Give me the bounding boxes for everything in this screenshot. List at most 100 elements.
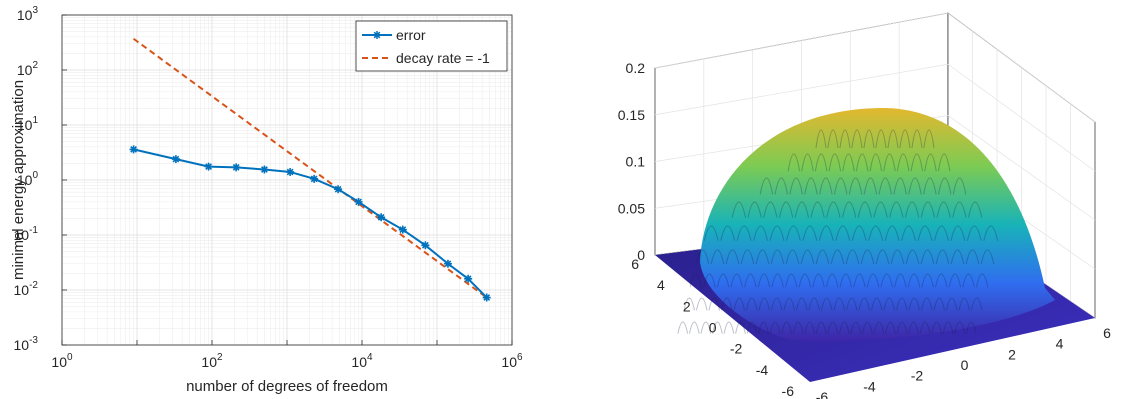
surface-peak bbox=[908, 297, 920, 311]
surface-peak bbox=[800, 249, 815, 265]
surface-peak bbox=[862, 321, 873, 334]
surface-peak bbox=[887, 129, 899, 149]
surface-peak bbox=[798, 273, 812, 288]
surface-peak bbox=[855, 153, 869, 172]
surface-peak bbox=[846, 297, 858, 311]
z-tick-label: 0.05 bbox=[618, 200, 645, 216]
legend-error-marker bbox=[373, 31, 381, 39]
x-tick-label: 104 bbox=[351, 352, 373, 370]
surface-peak bbox=[720, 225, 736, 241]
error-point bbox=[443, 259, 452, 268]
x-tick-label-3d: 0 bbox=[961, 357, 969, 373]
surface-peak bbox=[716, 273, 730, 288]
surface-peak bbox=[905, 249, 920, 265]
z-tick-label: 0.1 bbox=[626, 154, 646, 170]
surface-peak bbox=[771, 297, 783, 311]
surface-peak bbox=[890, 249, 905, 265]
surface-peak bbox=[883, 297, 895, 311]
y-tick-label: 103 bbox=[17, 5, 39, 23]
x-tick-label: 102 bbox=[201, 352, 223, 370]
surface-peak bbox=[880, 273, 893, 288]
surface-peak bbox=[896, 153, 910, 172]
surface-peak bbox=[703, 225, 719, 241]
surface-peak bbox=[794, 201, 809, 218]
surface-peak bbox=[980, 249, 995, 265]
surface-peak bbox=[905, 201, 920, 218]
surface-peak bbox=[818, 225, 834, 241]
x-tick-label-3d: -6 bbox=[816, 389, 829, 399]
surface-peak bbox=[975, 273, 989, 288]
surface-peak bbox=[935, 249, 950, 265]
surface-peak bbox=[937, 177, 952, 195]
y-tick-label: 10-2 bbox=[14, 280, 39, 298]
surface-peak bbox=[948, 273, 962, 288]
surface-peak bbox=[774, 177, 789, 195]
surface-peak bbox=[815, 249, 830, 265]
surface-peak bbox=[907, 273, 921, 288]
surface-peak bbox=[893, 177, 907, 195]
x-tick-label-3d: 2 bbox=[1008, 346, 1016, 362]
surface-peak bbox=[830, 249, 845, 265]
y-tick-labels-3d: 6 4 2 0 -2 -4 -6 bbox=[631, 256, 794, 399]
surface-peak bbox=[825, 273, 839, 288]
x-tick-label: 106 bbox=[501, 352, 523, 370]
error-point bbox=[204, 162, 213, 171]
x-axis-label: number of degrees of freedom bbox=[186, 378, 388, 395]
surface-peak bbox=[851, 225, 867, 241]
surface-peak bbox=[744, 273, 757, 288]
surface-peak bbox=[908, 177, 922, 195]
surface-peak bbox=[696, 297, 708, 311]
surface-peak bbox=[962, 273, 975, 288]
surface-peak bbox=[911, 129, 923, 149]
surface-peak bbox=[769, 225, 785, 241]
surface-peak bbox=[787, 153, 801, 172]
surface-peak bbox=[901, 225, 916, 241]
surface-peak bbox=[710, 249, 725, 265]
surface-dome bbox=[700, 107, 1055, 341]
surface-peak bbox=[796, 297, 808, 311]
surface-peak bbox=[910, 153, 924, 172]
surface-peak bbox=[819, 177, 833, 195]
surface-peak bbox=[942, 321, 954, 334]
surface-peak bbox=[755, 249, 770, 265]
surface-peak bbox=[783, 297, 795, 311]
surface-peak bbox=[810, 201, 825, 218]
surface-peak bbox=[839, 273, 853, 288]
surface-peak bbox=[812, 273, 825, 288]
surface-peak bbox=[746, 321, 758, 334]
error-point bbox=[171, 155, 180, 164]
surface-peak bbox=[858, 297, 870, 311]
surface-peak bbox=[828, 153, 842, 172]
y-tick-label: 100 bbox=[17, 170, 39, 188]
surface-peak bbox=[688, 321, 700, 334]
error-point bbox=[398, 225, 407, 234]
surface-peak bbox=[842, 153, 855, 172]
surface-peak bbox=[792, 321, 804, 334]
surface-peak bbox=[835, 225, 851, 241]
surface-peak bbox=[721, 297, 733, 311]
surface-peak bbox=[845, 249, 860, 265]
surface-peak bbox=[746, 297, 758, 311]
surface-peak bbox=[759, 177, 774, 195]
surface-peak bbox=[700, 321, 712, 334]
error-point bbox=[482, 293, 491, 302]
surface-peak bbox=[936, 201, 951, 218]
surface-peak bbox=[894, 273, 907, 288]
convergence-chart: 100 102 104 106 10-3 10-2 10-1 100 101 102 103 nu… bbox=[10, 5, 523, 395]
surface-peak bbox=[896, 297, 908, 311]
error-point bbox=[310, 174, 319, 183]
surface-peak bbox=[758, 321, 769, 334]
z-tick-labels: 0 0.05 0.1 0.15 0.2 bbox=[618, 60, 645, 263]
surface-peak bbox=[740, 249, 755, 265]
y-tick-label: 10-3 bbox=[14, 335, 39, 353]
surface-peak bbox=[708, 297, 720, 311]
surface-peak bbox=[952, 201, 967, 218]
surface-peak bbox=[937, 153, 951, 172]
surface-chart: 0 0.05 0.1 0.15 0.2 6 4 2 0 -2 -4 -6 -6 -4 -2 0 2 4 6 bbox=[618, 12, 1111, 399]
x-tick-label-3d: 6 bbox=[1103, 325, 1111, 341]
surface-peak bbox=[725, 249, 740, 265]
series-decay-rate bbox=[132, 37, 488, 299]
surface-peak bbox=[863, 177, 878, 195]
y-tick-label: 102 bbox=[17, 60, 39, 78]
y-tick-label-3d: 0 bbox=[709, 320, 717, 336]
